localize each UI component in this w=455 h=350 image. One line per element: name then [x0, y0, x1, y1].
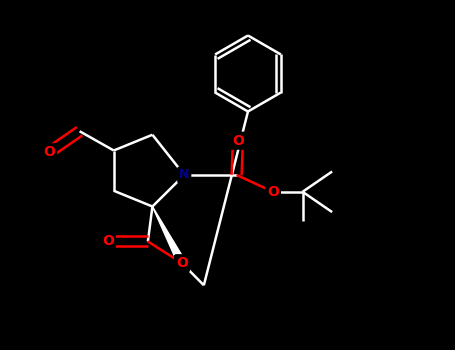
Text: O: O [232, 134, 244, 148]
Text: O: O [176, 256, 188, 270]
Polygon shape [152, 206, 186, 265]
Text: O: O [43, 145, 55, 159]
Text: O: O [102, 234, 114, 248]
Text: O: O [267, 185, 279, 199]
Text: N: N [179, 168, 189, 182]
